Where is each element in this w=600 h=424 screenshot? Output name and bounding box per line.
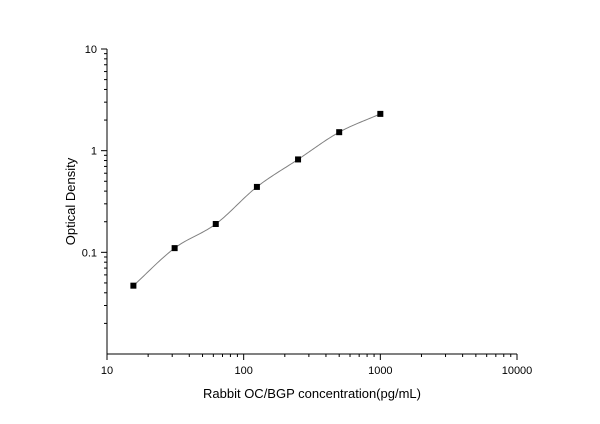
data-point [253, 183, 260, 190]
data-point [212, 220, 219, 227]
fit-curve [133, 113, 381, 287]
y-axis-title: Optical Density [63, 157, 78, 245]
y-tick-label: 0.1 [82, 247, 97, 259]
data-point [130, 282, 137, 289]
axes: 10 100 1000 10000 0.1 1 10 [82, 44, 533, 377]
data-points-layer [130, 110, 384, 289]
data-point [377, 110, 384, 117]
x-axis-title: Rabbit OC/BGP concentration(pg/mL) [203, 386, 421, 401]
data-point [171, 245, 178, 252]
data-point [336, 129, 343, 136]
x-tick-label: 10 [101, 365, 113, 377]
x-tick-label: 10000 [502, 365, 533, 377]
x-tick-label: 100 [234, 365, 252, 377]
y-tick-label: 10 [85, 44, 97, 56]
x-tick-label: 1000 [368, 365, 392, 377]
data-point [295, 156, 302, 163]
y-tick-label: 1 [91, 146, 97, 158]
fit-curve-layer [133, 113, 381, 287]
